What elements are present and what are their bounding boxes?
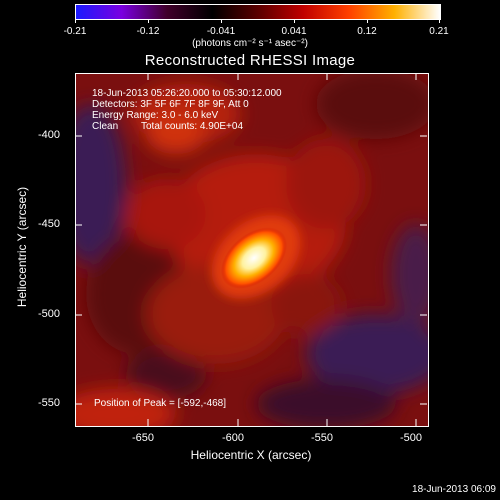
y-tick-label: -550: [38, 397, 61, 409]
x-tick-label: -650: [132, 432, 155, 444]
flare-peak: [221, 227, 287, 289]
peak-position-text: Position of Peak = [-592,-468]: [94, 398, 227, 409]
colorbar-tick-label: 0.21: [429, 26, 449, 37]
y-tick-label: -450: [38, 218, 61, 230]
total-counts-text: Total counts: 4.90E+04: [141, 121, 244, 132]
colorbar-gradient: [76, 5, 440, 19]
x-tick-label: -500: [400, 432, 423, 444]
time-range-text: 18-Jun-2013 05:26:20.000 to 05:30:12.000: [92, 88, 282, 99]
x-tick-label: -550: [311, 432, 334, 444]
plot-timestamp: 18-Jun-2013 06:09: [412, 484, 496, 495]
colorbar-tick-label: -0.041: [206, 26, 236, 37]
y-tick-label: -500: [38, 308, 61, 320]
image-title: Reconstructed RHESSI Image: [144, 52, 356, 69]
x-tick-label: -600: [222, 432, 245, 444]
algorithm-text: Clean: [92, 121, 119, 132]
x-axis-label: Heliocentric X (arcsec): [190, 448, 312, 462]
colorbar-tick-label: 0.041: [281, 26, 307, 37]
y-tick-label: -400: [38, 129, 61, 141]
colorbar-tick-label: -0.12: [136, 26, 160, 37]
colorbar-units-label: (photons cm⁻² s⁻¹ asec⁻²): [192, 38, 308, 49]
colorbar: [75, 4, 441, 20]
colorbar-tick-label: -0.21: [63, 26, 87, 37]
colorbar-tick-label: 0.12: [357, 26, 377, 37]
energy-range-text: Energy Range: 3.0 - 6.0 keV: [92, 110, 219, 121]
rhessi-image: 18-Jun-2013 05:26:20.000 to 05:30:12.000…: [75, 73, 429, 427]
heatmap-image: [76, 74, 428, 426]
y-axis-label: Heliocentric Y (arcsec): [15, 186, 29, 308]
detectors-text: Detectors: 3F 5F 6F 7F 8F 9F, Att 0: [92, 99, 249, 110]
